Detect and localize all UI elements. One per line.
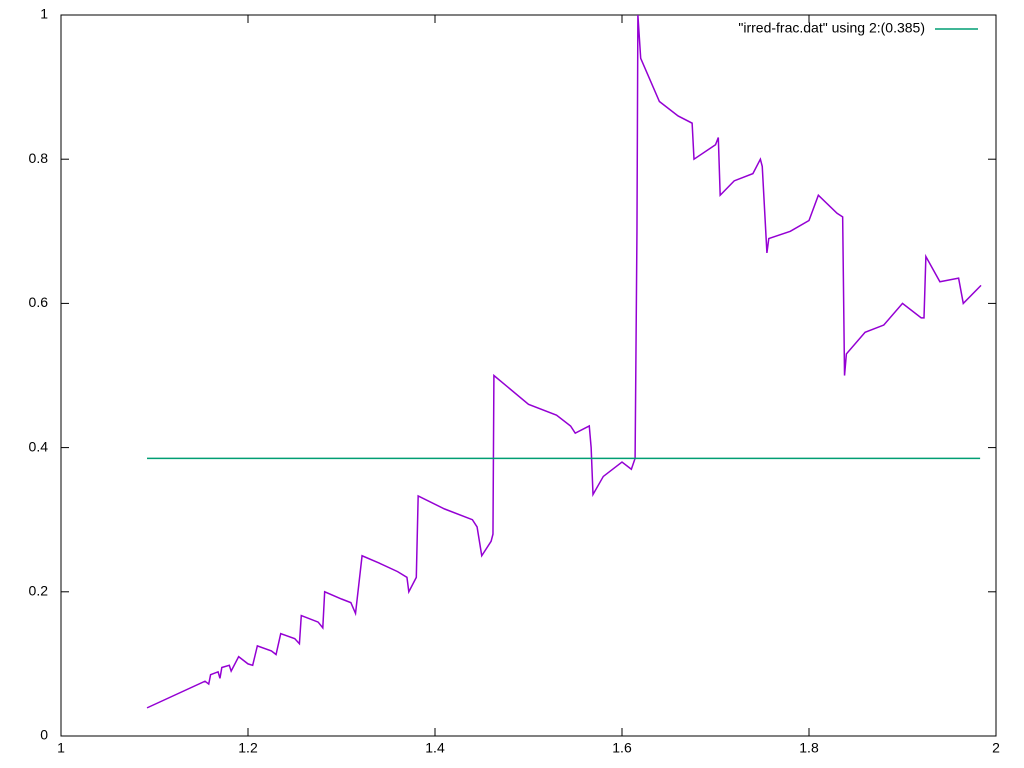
x-tick-label: 1.6 [612, 740, 632, 756]
x-tick-label: 1 [57, 740, 65, 756]
y-tick-label: 0.8 [29, 150, 49, 166]
x-tick-label: 1.4 [425, 740, 445, 756]
y-tick-label: 0.2 [29, 583, 49, 599]
x-tick-label: 1.8 [799, 740, 819, 756]
plot-border [60, 14, 997, 737]
y-tick-label: 1 [40, 6, 48, 22]
y-tick-label: 0.4 [29, 438, 49, 454]
line-series [146, 14, 982, 709]
x-tick-label: 1.2 [238, 740, 258, 756]
x-tick-label: 2 [992, 740, 1000, 756]
y-tick-label: 0 [40, 727, 48, 743]
legend-label: "irred-frac.dat" using 2:(0.385) [738, 20, 925, 36]
y-tick-label: 0.6 [29, 294, 49, 310]
